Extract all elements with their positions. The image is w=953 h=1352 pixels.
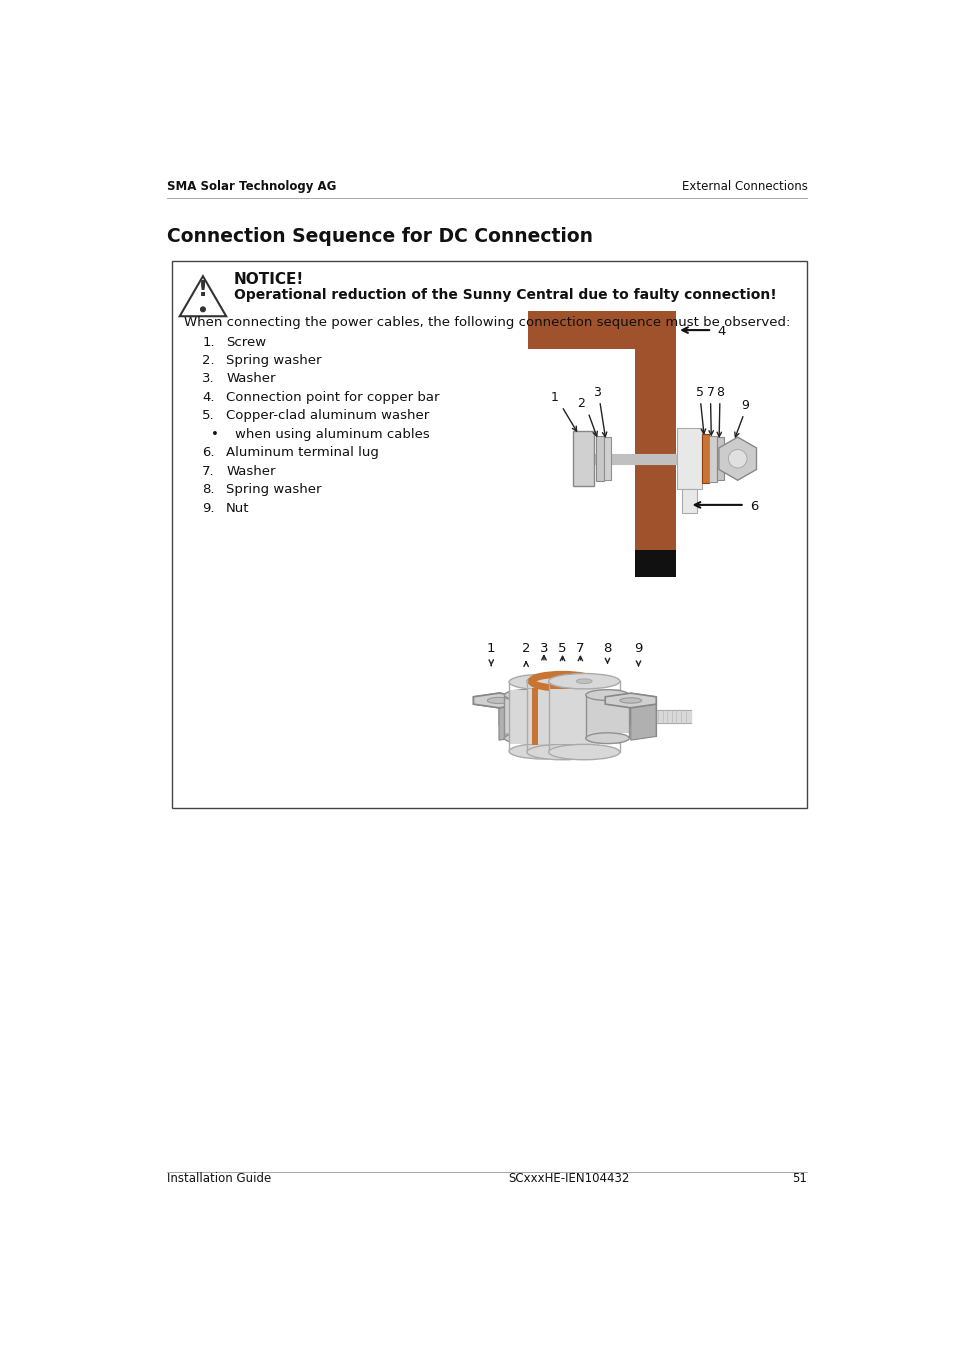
Text: 7: 7 [706, 385, 714, 399]
Ellipse shape [555, 679, 570, 684]
Bar [531, 688, 537, 745]
Ellipse shape [504, 733, 547, 744]
Ellipse shape [585, 733, 629, 744]
Text: 9: 9 [740, 399, 749, 412]
Text: 3: 3 [593, 385, 600, 399]
Text: Washer: Washer [226, 372, 275, 385]
Text: 6.: 6. [202, 446, 214, 460]
Ellipse shape [585, 690, 629, 700]
Text: 5.: 5. [202, 410, 214, 422]
Text: 9.: 9. [202, 502, 214, 515]
Ellipse shape [548, 745, 619, 760]
Text: Spring washer: Spring washer [226, 354, 321, 366]
Text: 2: 2 [577, 397, 584, 410]
Bar [677, 427, 701, 489]
Text: Connection Sequence for DC Connection: Connection Sequence for DC Connection [167, 227, 593, 246]
Bar [596, 437, 603, 481]
Text: Installation Guide: Installation Guide [167, 1172, 272, 1186]
Text: SMA Solar Technology AG: SMA Solar Technology AG [167, 180, 336, 193]
Bar [509, 690, 578, 744]
Circle shape [728, 449, 746, 468]
Bar [585, 700, 629, 733]
Text: Washer: Washer [226, 465, 275, 477]
Ellipse shape [526, 673, 598, 690]
Text: 1: 1 [486, 642, 495, 654]
Polygon shape [604, 694, 656, 708]
Text: SCxxxHE-IEN104432: SCxxxHE-IEN104432 [508, 1172, 629, 1186]
Polygon shape [630, 694, 656, 729]
Bar [528, 311, 675, 349]
Text: 5: 5 [558, 642, 566, 654]
Text: Operational reduction of the Sunny Central due to faulty connection!: Operational reduction of the Sunny Centr… [233, 288, 776, 303]
Text: Aluminum terminal lug: Aluminum terminal lug [226, 446, 378, 460]
Polygon shape [473, 694, 524, 708]
Text: Nut: Nut [226, 502, 250, 515]
Text: Screw: Screw [226, 335, 266, 349]
Bar [716, 437, 723, 480]
Bar [603, 437, 611, 480]
Polygon shape [473, 694, 524, 708]
Ellipse shape [548, 673, 619, 690]
Polygon shape [630, 704, 656, 740]
Text: 51: 51 [792, 1172, 806, 1186]
Text: External Connections: External Connections [680, 180, 806, 193]
Text: 8: 8 [715, 385, 723, 399]
Text: 7: 7 [576, 642, 584, 654]
Bar [548, 690, 619, 745]
Ellipse shape [487, 698, 510, 703]
Text: 9: 9 [634, 642, 642, 654]
Circle shape [200, 307, 205, 311]
Ellipse shape [536, 680, 551, 684]
Text: •: • [212, 427, 219, 441]
Text: 2.: 2. [202, 354, 214, 366]
Text: 5: 5 [696, 385, 703, 399]
Bar [634, 549, 675, 576]
Text: 4.: 4. [202, 391, 214, 404]
Ellipse shape [509, 744, 578, 758]
Text: 1: 1 [550, 391, 558, 404]
Bar [572, 431, 594, 487]
Bar [585, 688, 592, 745]
Bar [708, 435, 716, 481]
Text: Connection point for copper bar: Connection point for copper bar [226, 391, 439, 404]
Bar [701, 434, 708, 483]
Text: 8.: 8. [202, 484, 214, 496]
Ellipse shape [504, 690, 547, 700]
Polygon shape [179, 276, 226, 316]
Text: when using aluminum cables: when using aluminum cables [235, 427, 430, 441]
Text: 4: 4 [717, 324, 725, 338]
Text: 3: 3 [539, 642, 548, 654]
Text: Copper-clad aluminum washer: Copper-clad aluminum washer [226, 410, 429, 422]
Text: 3.: 3. [202, 372, 214, 385]
Bar [681, 489, 697, 512]
Polygon shape [498, 704, 524, 740]
Polygon shape [719, 437, 756, 480]
Text: NOTICE!: NOTICE! [233, 272, 304, 287]
Polygon shape [498, 694, 524, 729]
Text: 8: 8 [602, 642, 611, 654]
Bar [504, 700, 547, 733]
Text: Spring washer: Spring washer [226, 484, 321, 496]
Text: 1.: 1. [202, 335, 214, 349]
Bar [172, 261, 806, 807]
Ellipse shape [509, 675, 578, 690]
Text: When connecting the power cables, the following connection sequence must be obse: When connecting the power cables, the fo… [184, 316, 790, 330]
Text: !: ! [197, 280, 208, 300]
Ellipse shape [619, 698, 641, 703]
Text: 2: 2 [521, 642, 530, 654]
Text: 7.: 7. [202, 465, 214, 477]
Bar [526, 690, 598, 745]
Ellipse shape [526, 745, 598, 760]
Bar [634, 311, 675, 553]
Ellipse shape [576, 679, 592, 684]
Text: 6: 6 [749, 500, 758, 512]
